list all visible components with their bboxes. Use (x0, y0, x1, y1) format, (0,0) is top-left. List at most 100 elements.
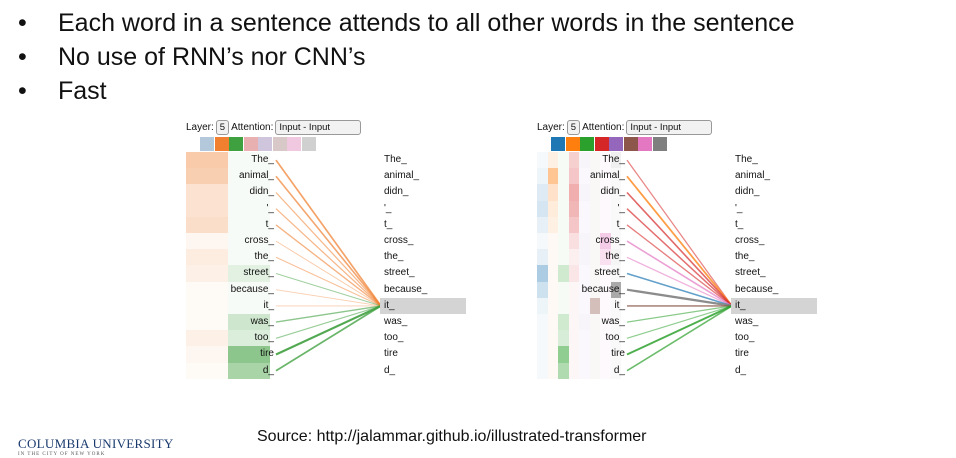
attention-cell (186, 184, 228, 201)
attention-cell (186, 233, 228, 250)
source-token[interactable]: didn_ (249, 186, 274, 198)
bullet-text: Each word in a sentence attends to all o… (58, 9, 795, 37)
attention-cell (610, 314, 621, 331)
attention-cell (537, 168, 548, 185)
attention-cell (558, 281, 569, 298)
target-token[interactable]: t_ (384, 218, 393, 230)
attention-cell (558, 216, 569, 233)
head-color-swatch[interactable] (551, 137, 565, 151)
source-token[interactable]: cross_ (244, 235, 274, 246)
target-token[interactable]: too_ (735, 332, 755, 344)
target-token[interactable]: street_ (735, 267, 766, 279)
attention-cell (568, 265, 579, 282)
source-token[interactable]: d_ (613, 364, 625, 376)
target-token[interactable]: street_ (384, 267, 415, 279)
head-color-swatch[interactable] (565, 137, 580, 151)
source-token[interactable]: because_ (230, 283, 274, 295)
attention-cell (547, 346, 558, 363)
head-color-swatch[interactable] (258, 137, 272, 151)
source-token[interactable]: street_ (243, 267, 274, 279)
attention-cell (186, 216, 228, 233)
target-token[interactable]: was_ (384, 316, 408, 327)
head-color-swatch[interactable] (652, 137, 667, 151)
bullet-item: • No use of RNN’s nor CNN’s (18, 40, 795, 74)
attention-cell (537, 362, 548, 379)
source-token[interactable]: t_ (265, 218, 274, 230)
target-token[interactable]: didn_ (384, 186, 409, 198)
source-token[interactable]: it_ (263, 299, 274, 311)
target-token[interactable]: the_ (735, 251, 755, 263)
source-token[interactable]: animal_ (589, 170, 625, 182)
target-token[interactable]: didn_ (735, 186, 760, 198)
source-token[interactable]: animal_ (238, 170, 274, 182)
source-token[interactable]: '_ (266, 202, 274, 214)
source-token[interactable]: it_ (614, 299, 625, 311)
attention-cell (537, 152, 548, 169)
target-token[interactable]: because_ (384, 283, 428, 295)
target-token[interactable]: cross_ (384, 235, 414, 246)
attention-cell (610, 233, 621, 250)
attention-cell (558, 233, 569, 250)
attention-cell (537, 265, 548, 282)
layer-select[interactable]: 5 (566, 120, 581, 135)
source-token[interactable]: '_ (617, 202, 625, 214)
head-color-swatch[interactable] (272, 137, 287, 151)
target-token[interactable]: because_ (735, 283, 779, 295)
source-token[interactable]: tire (611, 348, 625, 360)
attention-cell (579, 200, 590, 217)
source-token[interactable]: The_ (602, 154, 625, 165)
bullet-text: Fast (58, 77, 107, 105)
target-token[interactable]: it_ (384, 299, 395, 311)
source-token[interactable]: the_ (254, 251, 274, 263)
source-token[interactable]: The_ (251, 154, 274, 165)
attention-select[interactable]: Input - Input (275, 120, 362, 135)
source-token[interactable]: was_ (250, 316, 274, 327)
target-token[interactable]: tire (384, 348, 398, 360)
head-color-swatch[interactable] (623, 137, 638, 151)
target-token[interactable]: it_ (735, 299, 746, 311)
attention-cell (558, 362, 569, 379)
target-token[interactable]: too_ (384, 332, 404, 344)
target-token[interactable]: d_ (384, 364, 396, 376)
head-color-swatch[interactable] (243, 137, 258, 151)
target-token[interactable]: was_ (735, 316, 759, 327)
target-token[interactable]: '_ (384, 202, 392, 214)
source-token[interactable]: was_ (601, 316, 625, 327)
layer-select[interactable]: 5 (215, 120, 230, 135)
head-color-swatch[interactable] (200, 137, 214, 151)
attention-select[interactable]: Input - Input (626, 120, 713, 135)
source-token[interactable]: t_ (616, 218, 625, 230)
head-color-swatch[interactable] (214, 137, 229, 151)
target-token[interactable]: d_ (735, 364, 747, 376)
source-token[interactable]: street_ (594, 267, 625, 279)
target-token[interactable]: The_ (735, 154, 758, 165)
target-token[interactable]: animal_ (735, 170, 771, 182)
attention-cell (600, 314, 611, 331)
target-token[interactable]: t_ (735, 218, 744, 230)
source-token[interactable]: because_ (581, 283, 625, 295)
attention-line (626, 240, 733, 307)
head-color-swatch[interactable] (609, 137, 623, 151)
source-token[interactable]: tire (260, 348, 274, 360)
target-token[interactable]: the_ (384, 251, 404, 263)
target-token[interactable]: The_ (384, 154, 407, 165)
attention-cell (537, 233, 548, 250)
head-color-swatch[interactable] (638, 137, 652, 151)
source-token[interactable]: didn_ (600, 186, 625, 198)
source-token[interactable]: the_ (605, 251, 625, 263)
source-token[interactable]: d_ (262, 364, 274, 376)
head-color-swatch[interactable] (301, 137, 316, 151)
target-token[interactable]: tire (735, 348, 749, 360)
target-token[interactable]: '_ (735, 202, 743, 214)
head-color-swatch[interactable] (287, 137, 301, 151)
attention-line (275, 304, 382, 356)
target-token[interactable]: animal_ (384, 170, 420, 182)
source-token[interactable]: too_ (605, 332, 625, 344)
source-token[interactable]: too_ (254, 332, 274, 344)
source-token[interactable]: cross_ (595, 235, 625, 246)
head-color-swatch[interactable] (594, 137, 609, 151)
head-color-swatch[interactable] (580, 137, 594, 151)
head-color-swatch[interactable] (229, 137, 243, 151)
target-token[interactable]: cross_ (735, 235, 765, 246)
attention-cell (228, 281, 270, 298)
